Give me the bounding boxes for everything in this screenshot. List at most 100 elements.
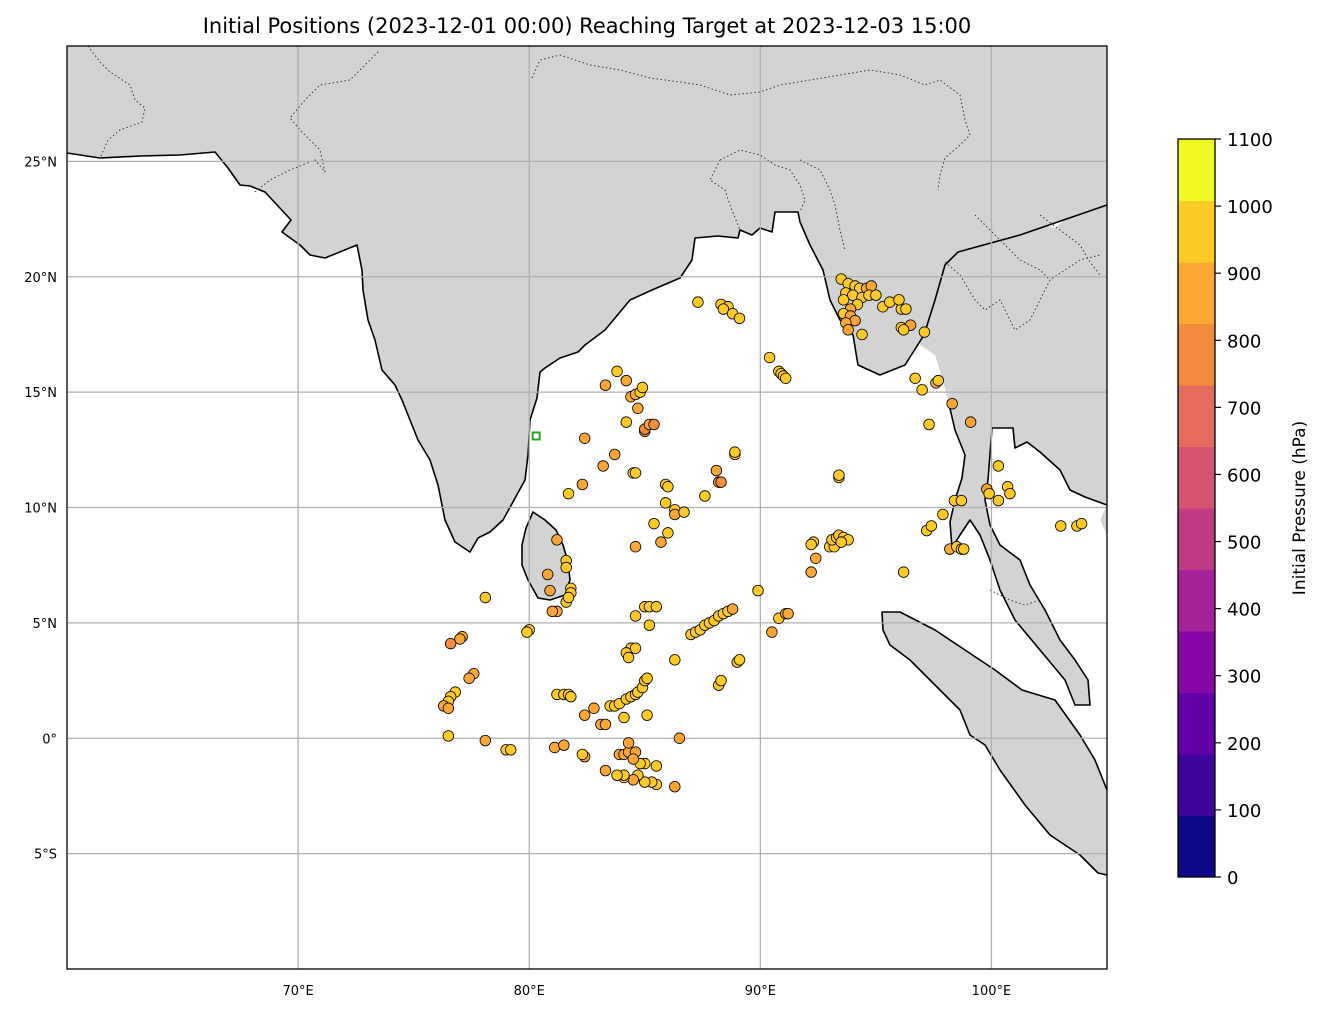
scatter-point (842, 324, 854, 336)
scatter-point (856, 328, 868, 341)
scatter-point (923, 418, 935, 431)
coastline-sri-lanka (521, 511, 571, 601)
scatter-point (884, 296, 896, 308)
scatter-point (766, 626, 778, 638)
colorbar-segment (1178, 323, 1215, 386)
scatter-point (597, 460, 609, 472)
y-tick-label: 25°N (24, 155, 57, 170)
colorbar-tick-label: 200 (1227, 734, 1261, 755)
border-pakistan-india (87, 45, 146, 159)
scatter-point (629, 467, 642, 479)
scatter-point (622, 737, 635, 749)
target-marker-square (531, 431, 541, 441)
colorbar-label: Initial Pressure (hPa) (1290, 421, 1310, 595)
colorbar-frame (1177, 138, 1216, 878)
x-tick-label: 100°E (972, 984, 1012, 999)
colorbar-segment (1178, 200, 1215, 263)
scatter-point (618, 711, 630, 724)
scatter-point (558, 739, 570, 751)
scatter-point (669, 654, 681, 666)
scatter-point (983, 487, 995, 500)
colorbar-segment (1178, 631, 1215, 693)
scatter-point (918, 326, 931, 338)
scatter-point (763, 351, 776, 364)
scatter-point (673, 732, 686, 744)
colorbar-tick-label: 300 (1227, 667, 1261, 688)
scatter-point (659, 497, 672, 509)
land-southeast-asia-east (1100, 505, 1107, 535)
scatter-point (650, 601, 663, 613)
colorbar-segment (1178, 508, 1215, 570)
scatter-point (780, 372, 792, 384)
scatter-point (870, 289, 882, 301)
scatter-point (599, 379, 612, 391)
y-tick-label: 0° (42, 732, 57, 747)
land-south-asia-mainland (67, 46, 1107, 552)
scatter-point (627, 753, 639, 765)
scatter-point (1075, 517, 1088, 530)
scatter-point (648, 418, 660, 431)
scatter-point (578, 432, 591, 444)
scatter-point (805, 566, 817, 578)
scatter-point (833, 469, 845, 481)
scatter-point (805, 538, 817, 551)
land-sri-lanka (522, 512, 570, 600)
colorbar-tick-label: 1000 (1227, 197, 1273, 218)
border-thailand (944, 254, 1101, 331)
scatter-points (438, 273, 1088, 793)
scatter-point (562, 591, 575, 604)
colorbar-segment (1178, 385, 1215, 447)
land-malay-peninsula (948, 400, 1090, 705)
colorbar-segment (1178, 569, 1215, 632)
colorbar-tick-label: 600 (1227, 465, 1261, 486)
scatter-point (897, 566, 910, 578)
colorbar-segment (1178, 262, 1215, 324)
scatter-point (897, 324, 910, 336)
scatter-point (641, 672, 653, 684)
scatter-point (599, 718, 612, 731)
y-tick-label: 5°S (34, 848, 57, 863)
colorbar-tick-label: 500 (1227, 533, 1261, 554)
scatter-point (662, 527, 674, 539)
scatter-point (925, 520, 938, 532)
x-axis-ticks: 70°E 80°E 90°E 100°E (282, 984, 1011, 999)
coastline-india (66, 151, 1108, 553)
scatter-point (521, 626, 533, 638)
scatter-point (1055, 520, 1067, 532)
colorbar-segment (1178, 815, 1215, 878)
scatter-point (699, 490, 711, 502)
scatter-point (548, 741, 561, 754)
scatter-point (463, 672, 475, 684)
border-myanmar (709, 159, 846, 251)
scatter-point (946, 397, 958, 410)
scatter-point (715, 674, 727, 687)
colorbar-tick-label: 900 (1227, 264, 1261, 285)
scatter-point (576, 478, 589, 491)
scatter-point (565, 691, 577, 703)
scatter-point (611, 769, 623, 781)
scatter-point (669, 508, 681, 521)
scatter-point (916, 384, 928, 396)
y-tick-label: 15°N (24, 386, 57, 401)
scatter-point (733, 312, 746, 324)
scatter-point (576, 748, 589, 761)
scatter-point (588, 702, 600, 714)
scatter-point (620, 374, 632, 387)
scatter-point (544, 584, 556, 597)
colorbar: 0 100 200 300 400 500 600 700 800 900 1000 1100 (1177, 130, 1273, 889)
scatter-point (560, 561, 572, 574)
scatter-point (632, 402, 644, 414)
scatter-point (669, 781, 681, 793)
scatter-point (1004, 487, 1016, 500)
scatter-point (650, 760, 663, 772)
scatter-point (599, 764, 612, 777)
scatter-point (629, 642, 642, 654)
scatter-point (835, 536, 847, 548)
scatter-point (909, 372, 921, 384)
scatter-point (636, 381, 649, 394)
gridlines (67, 46, 1107, 969)
y-axis-ticks: 25°N 20°N 15°N 10°N 5°N 0° 5°S (24, 155, 57, 862)
scatter-point (964, 416, 977, 428)
scatter-point (782, 607, 794, 620)
